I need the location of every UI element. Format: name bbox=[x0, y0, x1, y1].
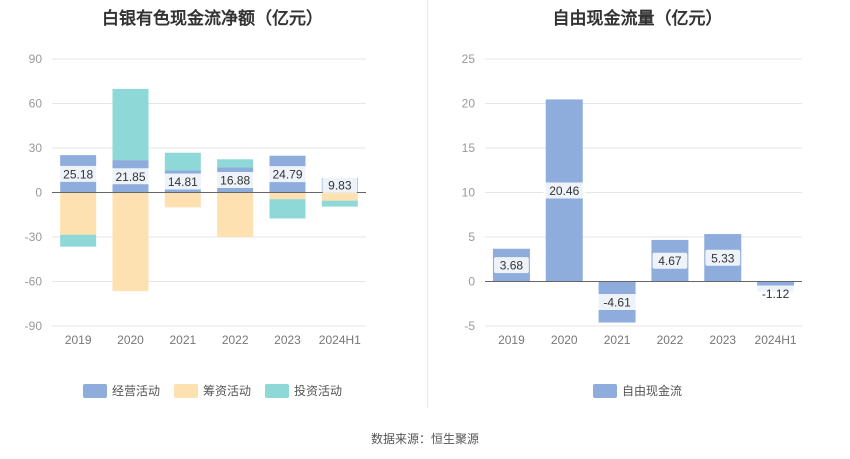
legend-label-financing: 筹资活动 bbox=[202, 384, 251, 398]
data-label: 25.18 bbox=[63, 167, 93, 181]
data-label-bg bbox=[266, 166, 309, 183]
legend-swatch-financing bbox=[173, 383, 198, 398]
y-tick-label: 30 bbox=[29, 141, 43, 155]
data-label-bg bbox=[754, 285, 797, 302]
y-tick-label: 90 bbox=[29, 52, 43, 66]
right-chart-legend: 自由现金流 bbox=[425, 382, 850, 399]
y-tick-label: 5 bbox=[468, 230, 475, 244]
data-label-bg bbox=[596, 294, 639, 311]
bar-investing bbox=[321, 200, 358, 207]
x-tick-label: 2021 bbox=[169, 333, 196, 347]
y-tick-label: 10 bbox=[462, 186, 476, 200]
data-label: 20.46 bbox=[549, 184, 579, 198]
legend-item-financing[interactable]: 筹资活动 bbox=[173, 382, 251, 399]
right-chart-panel: 自由现金流量（亿元） 25 20 15 10 5 0 -5 2019 2020 2021 2022 2… bbox=[425, 0, 850, 410]
data-label-bg bbox=[109, 168, 152, 185]
x-tick-label: 2022 bbox=[657, 333, 684, 347]
bar-financing bbox=[60, 192, 97, 235]
legend-item-operating[interactable]: 经营活动 bbox=[82, 382, 160, 399]
data-label-bg bbox=[322, 177, 358, 194]
panel-divider bbox=[427, 0, 428, 408]
left-chart-plot: 90 60 30 0 -30 -60 -90 2019 2020 2021 2022 2023 2024… bbox=[25, 52, 366, 347]
right-chart-plot: 25 20 15 10 5 0 -5 2019 2020 2021 2022 2023 2024H1 3.… bbox=[462, 52, 802, 347]
right-chart-title: 自由现金流量（亿元） bbox=[552, 9, 723, 29]
data-label-bg bbox=[214, 171, 257, 188]
data-label: 3.68 bbox=[500, 259, 524, 273]
left-chart-legend: 经营活动 筹资活动 投资活动 bbox=[0, 382, 425, 399]
bar-investing bbox=[60, 234, 97, 247]
y-tick-label: -60 bbox=[25, 275, 43, 289]
data-label: -4.61 bbox=[603, 296, 631, 310]
data-label-bg bbox=[652, 252, 688, 269]
bar-investing bbox=[164, 152, 201, 171]
data-label: 14.81 bbox=[168, 175, 198, 189]
data-label-bg bbox=[161, 173, 204, 190]
y-tick-label: 25 bbox=[462, 52, 476, 66]
bar-investing bbox=[269, 199, 306, 219]
bar-financing bbox=[112, 192, 149, 292]
data-label: 4.67 bbox=[658, 254, 682, 268]
bar-investing bbox=[112, 88, 149, 161]
left-chart-panel: 白银有色现金流净额（亿元） 90 60 30 0 -30 -60 -90 2019 2020 20… bbox=[0, 0, 425, 410]
y-tick-label: 15 bbox=[462, 141, 476, 155]
y-tick-label: -5 bbox=[464, 319, 475, 333]
legend-label-operating: 经营活动 bbox=[111, 384, 160, 398]
data-label: 24.79 bbox=[272, 168, 302, 182]
data-label: 21.85 bbox=[115, 170, 145, 184]
x-tick-label: 2021 bbox=[604, 333, 631, 347]
data-label-bg bbox=[57, 165, 100, 182]
legend-swatch-operating bbox=[82, 383, 107, 398]
x-tick-label: 2023 bbox=[709, 333, 736, 347]
bar-investing bbox=[217, 159, 254, 168]
x-tick-label: 2019 bbox=[498, 333, 525, 347]
bar-financing bbox=[321, 192, 358, 201]
legend-label-investing: 投资活动 bbox=[294, 384, 343, 398]
data-source-note: 数据来源：恒生聚源 bbox=[370, 432, 479, 446]
data-label: 9.83 bbox=[328, 179, 352, 193]
y-tick-label: -30 bbox=[25, 230, 43, 244]
data-label-bg bbox=[705, 249, 741, 266]
y-tick-label: 60 bbox=[29, 97, 43, 111]
x-tick-label: 2024H1 bbox=[755, 333, 797, 347]
bar-financing bbox=[217, 192, 254, 237]
data-label: 5.33 bbox=[711, 251, 735, 265]
legend-swatch-investing bbox=[265, 383, 289, 398]
x-tick-label: 2020 bbox=[117, 333, 144, 347]
data-label-bg bbox=[543, 182, 586, 199]
x-tick-label: 2019 bbox=[65, 333, 92, 347]
y-tick-label: 20 bbox=[462, 97, 476, 111]
legend-swatch-fcf bbox=[592, 383, 617, 398]
bar-financing bbox=[164, 192, 201, 208]
x-tick-label: 2020 bbox=[551, 333, 578, 347]
x-tick-label: 2022 bbox=[222, 333, 249, 347]
legend-label-fcf: 自由现金流 bbox=[621, 384, 682, 398]
data-label: 16.88 bbox=[220, 173, 250, 187]
legend-item-investing[interactable]: 投资活动 bbox=[265, 382, 342, 399]
data-label: -1.12 bbox=[762, 287, 790, 301]
legend-item-fcf[interactable]: 自由现金流 bbox=[592, 382, 682, 399]
y-tick-label: -90 bbox=[25, 319, 43, 333]
x-tick-label: 2024H1 bbox=[319, 333, 361, 347]
y-tick-label: 0 bbox=[35, 186, 42, 200]
left-chart-title: 白银有色现金流净额（亿元） bbox=[102, 9, 323, 29]
data-label-bg bbox=[494, 257, 529, 274]
x-tick-label: 2023 bbox=[274, 333, 301, 347]
bar-financing bbox=[269, 192, 306, 200]
y-tick-label: 0 bbox=[468, 275, 475, 289]
